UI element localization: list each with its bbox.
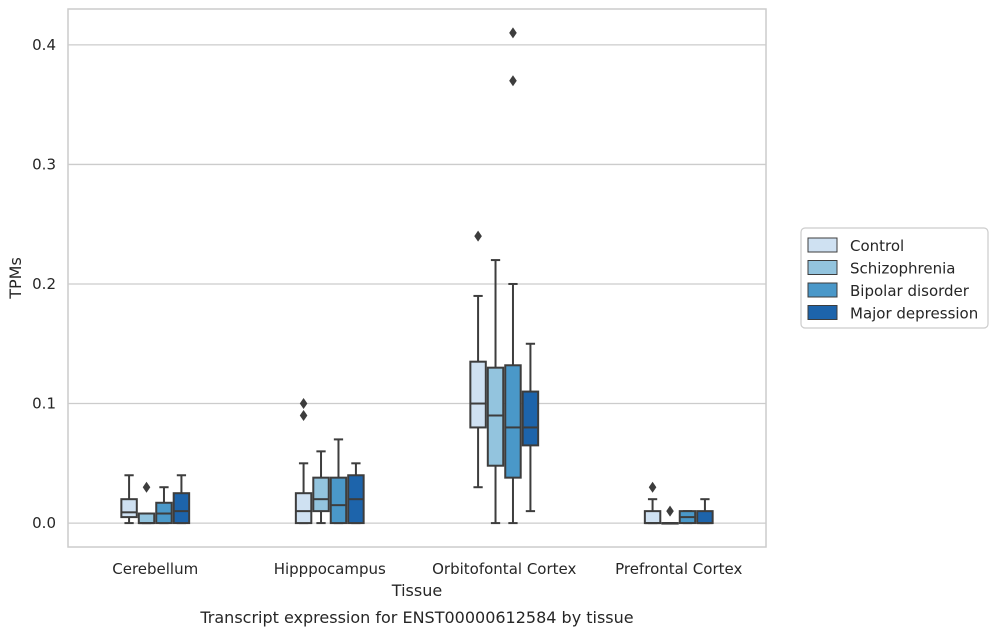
y-tick-labels: 0.0 0.1 0.2 0.3 0.4 [32,36,56,532]
box-major-depression [696,498,714,525]
legend-label: Major depression [850,305,978,323]
y-axis-label: TPMs [6,257,25,300]
outlier-point [299,398,308,410]
box-body [137,512,156,525]
chart-caption: Transcript expression for ENST0000061258… [199,608,633,627]
box-body [294,492,313,525]
legend-swatch [807,305,838,320]
box-control [469,230,487,489]
box-body [521,390,540,447]
box-body [469,360,487,429]
box-body [696,510,714,525]
box-body [504,364,522,479]
box-schizophrenia [137,481,156,525]
legend-label: Schizophrenia [850,260,955,278]
box-major-depression [347,462,365,525]
box-body [312,476,330,513]
box-body [172,492,191,525]
outlier-point [666,505,674,517]
outlier-point [648,481,657,493]
box-bipolar-disorder [678,510,697,525]
box-control [120,474,138,525]
legend-swatch [807,237,838,253]
outlier-point [142,481,151,493]
box-major-depression [172,474,191,525]
box-bipolar-disorder [329,438,348,525]
box-schizophrenia [486,259,505,525]
legend: Control Schizophrenia Bipolar disorder Majo… [800,227,989,329]
y-tick-label: 0.4 [32,36,56,54]
legend-label: Control [850,237,904,255]
legend-frame [800,227,989,329]
legend-swatch [807,282,838,298]
box-control [294,398,313,525]
x-axis-label: Tissue [391,581,442,600]
y-tick-label: 0.3 [32,155,56,173]
box-body [486,366,505,467]
y-tick-label: 0.1 [32,395,56,413]
box-bipolar-disorder [504,27,522,525]
box-body [643,510,662,525]
data-layer [120,27,714,525]
box-body [329,476,348,525]
outlier-point [509,27,517,39]
y-tick-label: 0.2 [32,275,56,293]
legend-label: Bipolar disorder [850,282,970,300]
outlier-point [474,230,482,242]
outlier-point [509,75,517,87]
box-control [643,481,662,525]
box-schizophrenia [312,450,330,525]
x-tick-label: Orbitofontal Cortex [432,560,576,578]
x-tick-label: Hipppocampus [274,560,386,578]
x-tick-labels: Cerebellum Hipppocampus Orbitofontal Corte… [112,560,742,578]
plot-frame [67,8,767,548]
box-schizophrenia [661,505,679,525]
grid-layer [68,44,766,524]
outlier-point [299,409,308,421]
legend-swatch [807,260,838,275]
x-tick-label: Cerebellum [112,560,198,578]
x-tick-label: Prefrontal Cortex [615,560,742,578]
box-major-depression [521,342,540,513]
box-body [120,498,138,519]
y-tick-label: 0.0 [32,514,56,532]
box-bipolar-disorder [155,486,173,525]
